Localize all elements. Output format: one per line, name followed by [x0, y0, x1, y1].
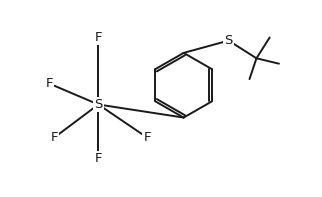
Text: F: F: [46, 77, 53, 90]
Text: S: S: [94, 98, 103, 111]
Text: F: F: [95, 31, 102, 44]
Text: F: F: [95, 152, 102, 165]
Text: F: F: [143, 131, 151, 144]
Text: S: S: [224, 34, 233, 47]
Text: F: F: [51, 131, 58, 144]
